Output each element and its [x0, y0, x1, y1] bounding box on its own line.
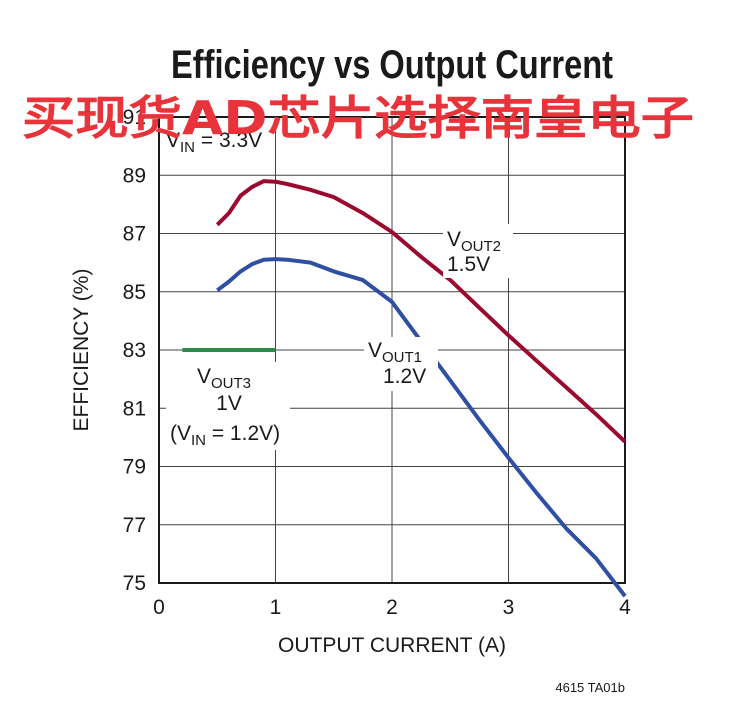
vout3-input-voltage: (VIN = 1.2V): [170, 422, 280, 449]
y-tick-label: 91: [123, 106, 146, 129]
y-tick-label: 87: [123, 223, 146, 246]
y-tick-label: 89: [123, 164, 146, 187]
x-tick-label: 0: [153, 596, 165, 619]
vout1-label-bg: [364, 337, 438, 391]
vout3-value: 1V: [216, 392, 242, 415]
y-tick-label: 83: [123, 339, 146, 362]
y-tick-label: 75: [123, 572, 146, 595]
series-line-0: [215, 179, 627, 444]
figure-id: 4615 TA01b: [555, 680, 625, 695]
chart-title: Efficiency vs Output Current: [171, 43, 613, 87]
vout2-value: 1.5V: [447, 253, 490, 276]
y-axis-label: EFFICIENCY (%): [70, 269, 93, 432]
series-line-1: [216, 257, 627, 598]
vout1-value: 1.2V: [383, 365, 426, 388]
watermark: 买现货AD芯片选择南皇电子: [22, 91, 694, 145]
series-layer: [182, 179, 627, 598]
vout2-label-bg: [443, 224, 513, 278]
y-tick-label: 85: [123, 281, 146, 304]
plot-frame: [158, 116, 626, 584]
input-voltage-label: VIN = 3.3V: [166, 129, 262, 156]
x-tick-label: 4: [619, 596, 631, 619]
vout2-label: VOUT2: [447, 228, 501, 255]
y-tick-label: 81: [123, 397, 146, 420]
y-tick-labels: 75 77 79 81 83 85 87 89 91: [123, 106, 146, 595]
vout3-label: VOUT3: [197, 365, 251, 392]
x-axis-label: OUTPUT CURRENT (A): [278, 634, 506, 657]
vout3-label-bg: [166, 362, 290, 450]
vout1-label: VOUT1: [368, 339, 422, 366]
x-tick-label: 3: [503, 596, 515, 619]
x-tick-label: 2: [386, 596, 398, 619]
y-tick-label: 77: [123, 514, 146, 537]
x-tick-label: 1: [270, 596, 282, 619]
y-tick-label: 79: [123, 456, 146, 479]
x-tick-labels: 0 1 2 3 4: [153, 596, 631, 619]
